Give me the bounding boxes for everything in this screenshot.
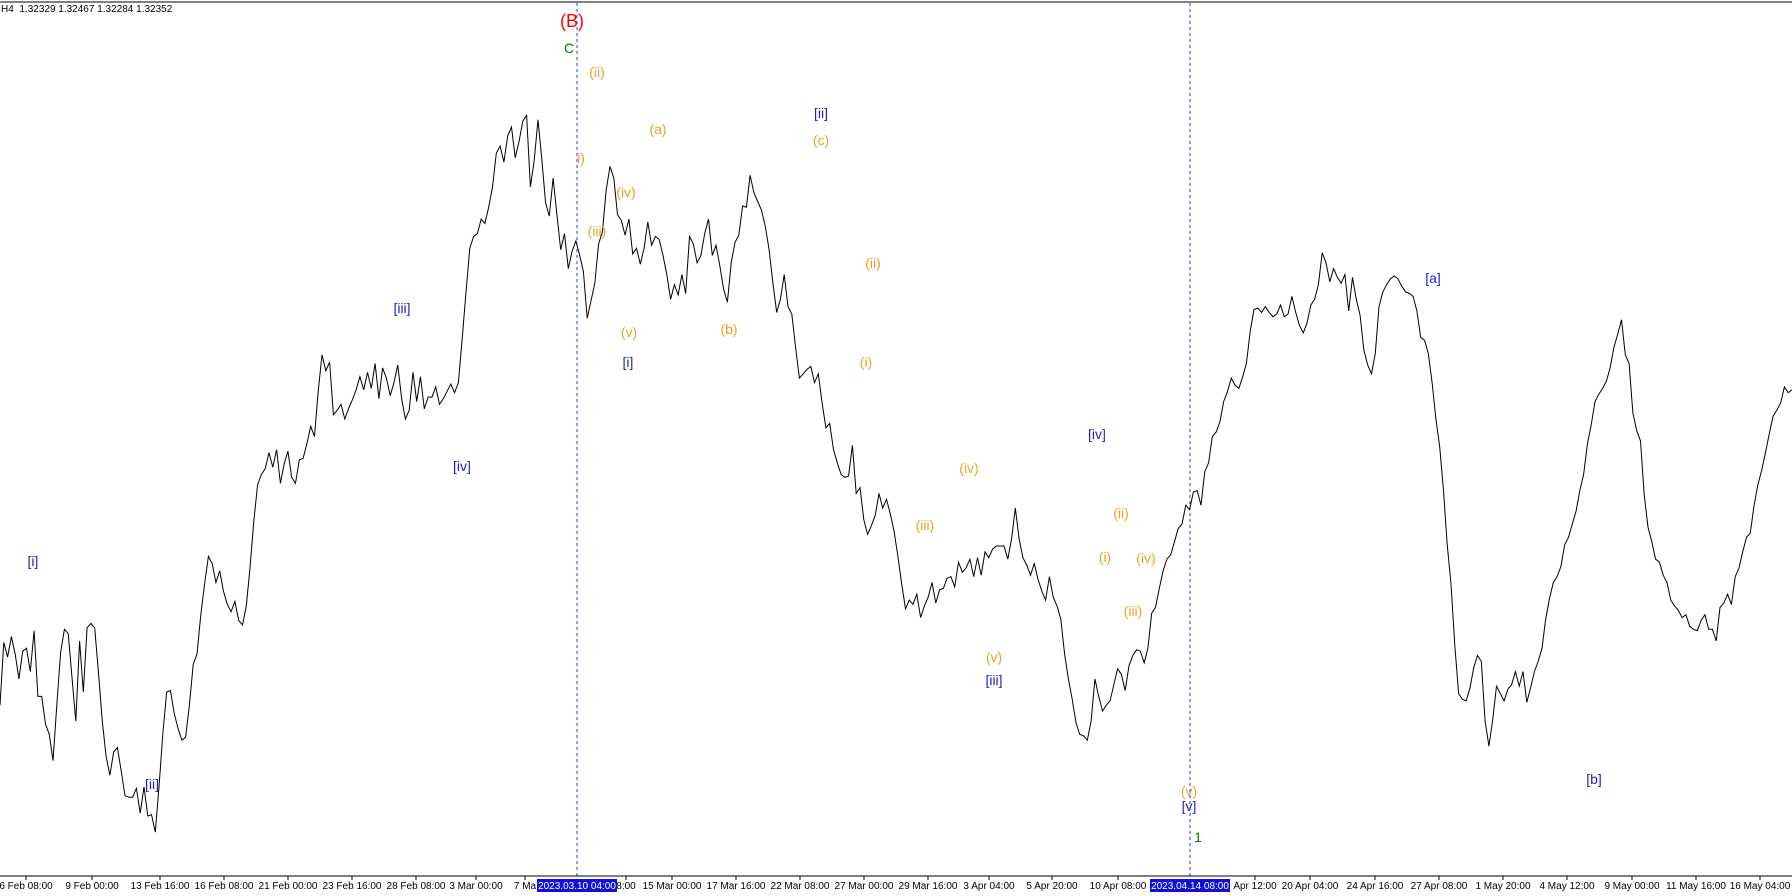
time-tick-label: 10 Apr 08:00 <box>1090 881 1147 892</box>
wave-label: (v) <box>621 324 637 340</box>
time-tick-label: 3 Mar 00:00 <box>449 881 503 892</box>
wave-label: i) <box>577 150 585 166</box>
wave-label: [iv] <box>453 458 471 474</box>
time-tick-label: 6 Feb 08:00 <box>0 881 53 892</box>
time-tick-label: 9 Feb 00:00 <box>65 881 119 892</box>
wave-label: [ii] <box>145 776 159 792</box>
wave-label: (i) <box>1099 549 1111 565</box>
time-tick-label: 5 Apr 20:00 <box>1026 881 1078 892</box>
ohlc-readout: 1.32329 1.32467 1.32284 1.32352 <box>19 4 173 15</box>
chart-header: H4 1.32329 1.32467 1.32284 1.32352 <box>1 4 172 15</box>
time-tick-label: 22 Mar 08:00 <box>771 881 830 892</box>
wave-label: [ii] <box>814 105 828 121</box>
wave-label: (iii) <box>916 517 935 533</box>
time-tick-label: 27 Mar 00:00 <box>835 881 894 892</box>
time-tick-label: 3 Apr 04:00 <box>963 881 1015 892</box>
time-tick-label: 21 Feb 00:00 <box>259 881 318 892</box>
time-tick-label: 4 May 12:00 <box>1539 881 1594 892</box>
wave-label: [b] <box>1586 771 1602 787</box>
wave-label: (ii) <box>865 255 881 271</box>
wave-label: (a) <box>649 121 666 137</box>
wave-label: (v) <box>986 649 1002 665</box>
wave-label: (iv) <box>959 460 978 476</box>
wave-label: (ii) <box>1113 505 1129 521</box>
wave-label: (iv) <box>616 184 635 200</box>
price-line <box>0 113 1792 833</box>
wave-label: (ii) <box>589 64 605 80</box>
time-tick-label: 8:00 <box>616 881 636 892</box>
time-tick-label: 7 Ma <box>514 881 537 892</box>
wave-label: (B) <box>560 11 584 31</box>
time-tick-label: Apr 12:00 <box>1233 881 1277 892</box>
time-tick-label: 24 Apr 16:00 <box>1347 881 1404 892</box>
wave-labels: (B) C (ii) i) (iv) (iii) (v) [i] (a) (b) [ii] (c) (i… <box>28 11 1602 845</box>
wave-label: [v] <box>1182 798 1197 814</box>
wave-label: (i) <box>860 354 872 370</box>
time-axis-highlights: 2023.03.10 04:00 2023.04.14 08:00 <box>537 879 1230 892</box>
wave-label: [i] <box>28 553 39 569</box>
time-tick-label: 1 May 20:00 <box>1475 881 1530 892</box>
wave-label: (b) <box>720 321 737 337</box>
vertical-marker-lines <box>576 3 1191 876</box>
time-highlight-label: 2023.03.10 04:00 <box>538 881 616 892</box>
time-tick-label: 16 May 04:00 <box>1730 881 1791 892</box>
wave-label: [iii] <box>393 300 410 316</box>
wave-label: (c) <box>813 132 829 148</box>
time-tick-label: 29 Mar 16:00 <box>899 881 958 892</box>
wave-label: (iv) <box>1136 550 1155 566</box>
time-tick-label: 23 Feb 16:00 <box>323 881 382 892</box>
wave-label: 1 <box>1194 829 1202 845</box>
time-tick-label: 13 Feb 16:00 <box>131 881 190 892</box>
time-tick-label: 27 Apr 08:00 <box>1411 881 1468 892</box>
time-tick-label: 9 May 00:00 <box>1604 881 1659 892</box>
time-tick-label: 15 Mar 00:00 <box>643 881 702 892</box>
wave-label: [iv] <box>1088 426 1106 442</box>
wave-label: [iii] <box>985 672 1002 688</box>
time-axis-ticks: 6 Feb 08:00 9 Feb 00:00 13 Feb 16:00 16 Feb… <box>0 876 1791 892</box>
wave-label: (iii) <box>588 223 607 239</box>
wave-label: [a] <box>1425 270 1441 286</box>
time-tick-label: 16 Feb 08:00 <box>195 881 254 892</box>
time-tick-label: 17 Mar 16:00 <box>707 881 766 892</box>
wave-label: C <box>564 40 574 56</box>
timeframe-label: H4 <box>1 4 14 15</box>
wave-label: (v) <box>1181 783 1197 799</box>
wave-label: (iii) <box>1124 603 1143 619</box>
time-highlight-box <box>1150 879 1230 892</box>
time-tick-label: 28 Feb 08:00 <box>387 881 446 892</box>
time-tick-label: 11 May 16:00 <box>1666 881 1726 892</box>
time-highlight-label: 2023.04.14 08:00 <box>1151 881 1229 892</box>
wave-label: [i] <box>623 354 634 370</box>
time-highlight-box <box>537 879 617 892</box>
time-tick-label: 20 Apr 04:00 <box>1282 881 1339 892</box>
